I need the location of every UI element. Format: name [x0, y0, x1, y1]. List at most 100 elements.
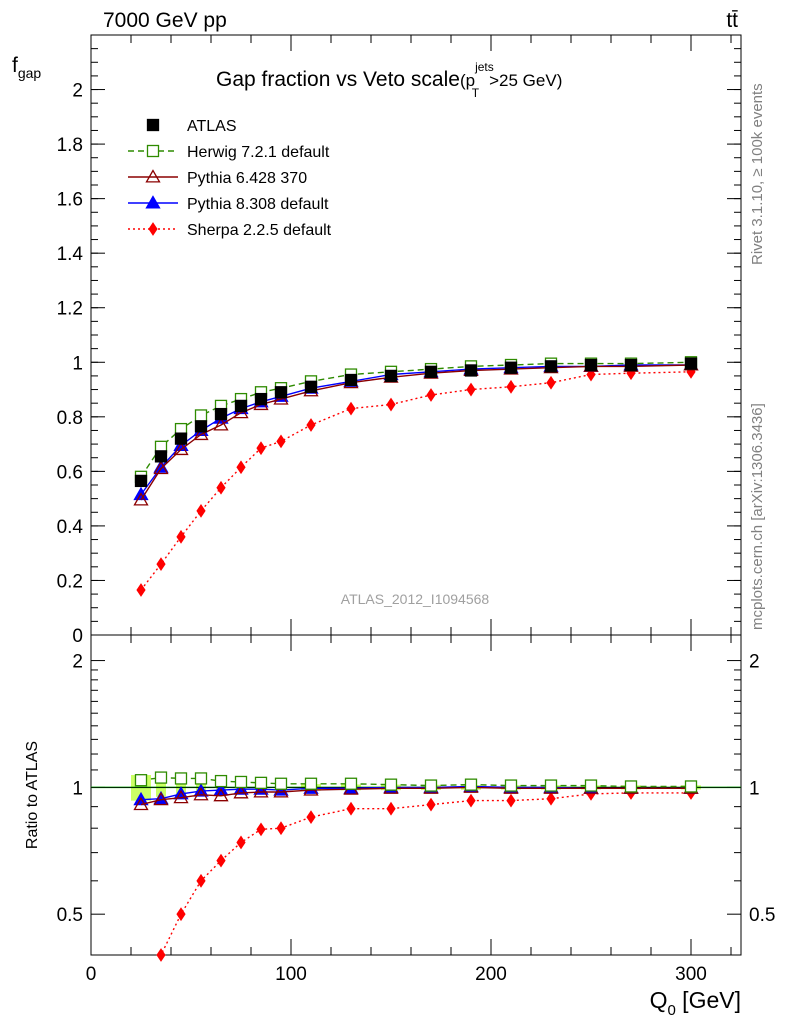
main-point-atlas-170 [424, 365, 438, 378]
ratio-point-sherpa-2-2-5-default-35 [156, 948, 166, 962]
legend-label-herwig-7-2-1-default: Herwig 7.2.1 default [187, 144, 330, 161]
main-point-atlas-75 [234, 399, 248, 413]
ratio-point-pythia-6-428-370-65 [213, 787, 229, 802]
legend-label-atlas: ATLAS [187, 118, 237, 135]
ratio-point-herwig-7-2-1-default-270 [624, 780, 638, 793]
main-point-sherpa-2-2-5-default-55 [196, 504, 206, 518]
main-y-tick-label: 0.4 [57, 517, 84, 538]
ratio-point-herwig-7-2-1-default-130 [344, 777, 358, 790]
legend-item-atlas: ATLAS [146, 118, 237, 135]
ratio-point-herwig-7-2-1-default-170 [424, 779, 438, 792]
main-point-atlas-95 [274, 386, 288, 399]
ratio-point-sherpa-2-2-5-default-170 [426, 797, 436, 812]
main-point-atlas-230 [544, 360, 558, 373]
main-y-tick-label: 0.6 [57, 462, 83, 483]
main-series-atlas [134, 357, 698, 488]
main-point-sherpa-2-2-5-default-230 [546, 375, 556, 390]
ratio-y-tick-label-right: 1 [749, 778, 760, 799]
ratio-point-pythia-6-428-370-55 [193, 787, 209, 801]
main-point-sherpa-2-2-5-default-130 [346, 401, 356, 416]
main-point-sherpa-2-2-5-default-45 [176, 529, 186, 544]
main-point-pythia-6-428-370-35 [153, 460, 169, 475]
main-title-suffix-sub: T [472, 86, 480, 100]
ratio-point-sherpa-2-2-5-default-190 [466, 793, 476, 808]
legend-marker-atlas [146, 118, 160, 132]
ratio-series-herwig-7-2-1-default [134, 771, 698, 793]
main-point-sherpa-2-2-5-default-25 [136, 583, 146, 597]
x-tick-label: 300 [675, 964, 707, 985]
x-tick-label: 200 [475, 964, 507, 985]
legend-marker-pythia-8-308-default [145, 195, 161, 209]
ratio-series-sherpa-2-2-5-default [156, 786, 696, 962]
x-tick-label: 100 [275, 964, 307, 985]
ratio-data-marks [91, 771, 741, 962]
ratio-point-herwig-7-2-1-default-230 [544, 779, 558, 792]
main-y-tick-label: 1.8 [57, 135, 83, 156]
main-y-tick-label: 0.8 [57, 408, 83, 429]
ratio-point-herwig-7-2-1-default-55 [194, 772, 208, 785]
ratio-y-tick-label-right: 0.5 [749, 905, 775, 926]
ratio-axis-ticks: 0.5 0.5 1 1 2 2 0 100 200 300 [57, 635, 775, 985]
legend-marker-herwig-7-2-1-default [146, 144, 160, 158]
ratio-point-herwig-7-2-1-default-25 [134, 774, 148, 787]
ratio-point-pythia-6-428-370-45 [173, 789, 189, 804]
main-title-suffix-post: >25 GeV) [489, 71, 562, 90]
ratio-point-sherpa-2-2-5-default-150 [386, 801, 396, 816]
mcplots-label: mcplots.cern.ch [arXiv:1306.3436] [749, 403, 766, 630]
main-series-pythia-8-308-default [133, 357, 699, 501]
main-y-tick-label: 1.6 [57, 190, 83, 211]
ratio-point-herwig-7-2-1-default-110 [304, 777, 318, 790]
main-line-pythia-6-428-370 [140, 364, 692, 501]
ratio-point-sherpa-2-2-5-default-85 [256, 822, 266, 837]
ratio-point-pythia-6-428-370-95 [273, 784, 289, 798]
main-point-atlas-45 [174, 432, 188, 445]
main-data-marks [133, 356, 699, 597]
main-point-atlas-150 [384, 369, 398, 383]
ratio-y-tick-label: 2 [72, 652, 83, 673]
main-point-atlas-85 [254, 392, 268, 406]
legend-item-herwig-7-2-1-default: Herwig 7.2.1 default [128, 144, 330, 161]
main-panel: 0 0.2 0.4 0.6 0.8 1 1.2 1.4 1.6 1.8 2 Gap fraction… [12, 34, 742, 647]
main-y-tick-label: 1.2 [57, 299, 83, 320]
main-y-tick-label: 1.4 [57, 244, 84, 265]
ratio-point-herwig-7-2-1-default-85 [254, 776, 268, 790]
main-point-atlas-130 [344, 373, 358, 387]
ratio-point-herwig-7-2-1-default-95 [274, 777, 288, 790]
ratio-y-tick-label: 1 [72, 778, 83, 799]
process-label: tt̄ [726, 9, 738, 32]
main-y-axis-label: fgap [12, 54, 41, 81]
ratio-point-herwig-7-2-1-default-300 [684, 780, 698, 793]
legend-marker-pythia-6-428-370 [145, 169, 161, 183]
main-point-atlas-110 [304, 380, 318, 393]
ratio-point-sherpa-2-2-5-default-65 [216, 853, 226, 868]
x-axis-label: Q0 [GeV] [650, 987, 741, 1019]
ratio-y-tick-label-right: 2 [749, 652, 760, 673]
main-point-herwig-7-2-1-default-55 [194, 409, 208, 422]
ratio-line-sherpa-2-2-5-default [160, 792, 691, 955]
energy-label: 7000 GeV pp [103, 9, 227, 32]
ratio-point-pythia-6-428-370-85 [253, 784, 269, 798]
main-point-atlas-250 [584, 358, 598, 372]
main-axis-ticks: 0 0.2 0.4 0.6 0.8 1 1.2 1.4 1.6 1.8 2 [57, 34, 741, 647]
legend-item-pythia-8-308-default: Pythia 8.308 default [128, 195, 329, 213]
ratio-y-axis-label: Ratio to ATLAS [24, 741, 41, 849]
main-point-sherpa-2-2-5-default-85 [256, 441, 266, 456]
ratio-point-herwig-7-2-1-default-190 [464, 778, 478, 791]
ratio-panel: 0.5 0.5 1 1 2 2 0 100 200 300 Ratio to ATLAS Q0 [… [24, 634, 775, 1019]
main-title-suffix-pre: (p [460, 71, 475, 90]
main-point-atlas-300 [684, 357, 698, 370]
ratio-point-sherpa-2-2-5-default-210 [506, 793, 516, 808]
main-y-tick-label: 0 [72, 626, 83, 647]
main-y-tick-label: 0.2 [57, 571, 83, 592]
main-title: Gap fraction vs Veto scale(pjets T >25 GeV… [216, 60, 562, 100]
ratio-point-sherpa-2-2-5-default-55 [196, 873, 206, 888]
ratio-point-herwig-7-2-1-default-45 [174, 772, 188, 785]
main-point-pythia-6-428-370-55 [193, 426, 209, 441]
ratio-point-sherpa-2-2-5-default-95 [276, 821, 286, 836]
legend: ATLAS Herwig 7.2.1 default Pythia 6.428 37… [128, 118, 332, 239]
ratio-point-sherpa-2-2-5-default-45 [176, 907, 186, 922]
main-point-sherpa-2-2-5-default-75 [236, 460, 246, 475]
x-tick-label: 0 [86, 964, 97, 985]
main-point-pythia-6-428-370-45 [173, 441, 189, 456]
